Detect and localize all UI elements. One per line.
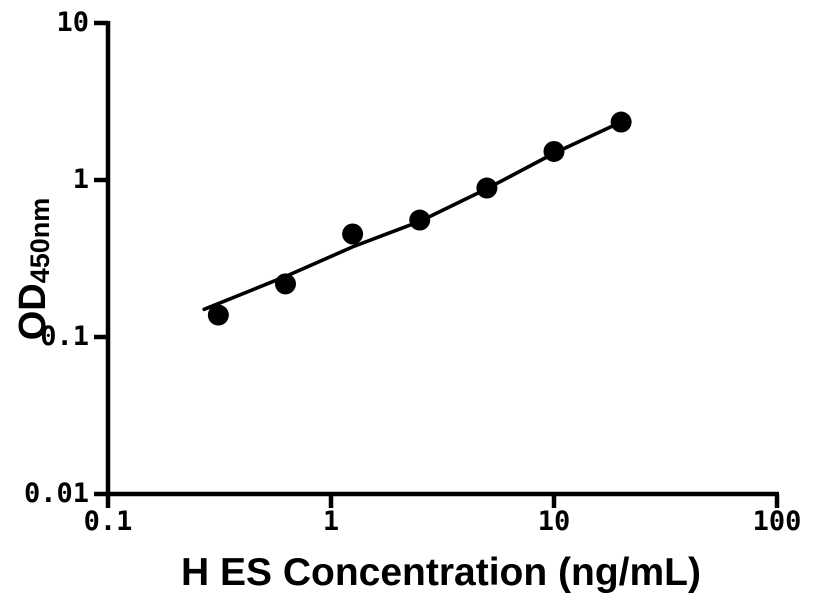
data-point: [610, 111, 632, 133]
y-tick-label: 0.1: [40, 321, 89, 352]
x-axis-title: H ES Concentration (ng/mL): [181, 551, 701, 594]
y-tick-label: 0.01: [23, 478, 89, 509]
y-tick-label: 10: [56, 7, 89, 38]
y-tick-label: 1: [72, 164, 89, 195]
y-axis-title: OD450nm: [12, 198, 56, 341]
x-tick-label: 1: [322, 506, 340, 537]
x-tick-label: 0.1: [83, 506, 133, 537]
x-tick-label: 100: [752, 506, 802, 537]
data-point: [342, 223, 364, 245]
data-point: [543, 140, 565, 162]
data-point: [274, 273, 296, 295]
data-point: [409, 209, 431, 231]
data-point: [207, 304, 229, 326]
data-point: [476, 177, 498, 199]
y-axis-title-subscript: 450nm: [25, 197, 55, 284]
x-tick-label: 10: [537, 506, 571, 537]
